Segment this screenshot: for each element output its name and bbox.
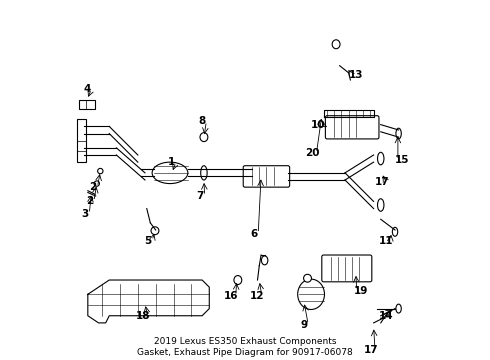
Ellipse shape [304,274,312,282]
Bar [79,100,95,109]
Ellipse shape [392,227,398,236]
Text: 13: 13 [348,69,363,80]
Ellipse shape [262,256,268,265]
Text: 8: 8 [198,116,206,126]
Ellipse shape [151,227,159,235]
Text: 2: 2 [86,197,93,206]
Text: 17: 17 [364,345,378,355]
Bar [77,119,86,162]
Ellipse shape [396,128,401,139]
Text: 15: 15 [395,156,410,165]
Ellipse shape [396,304,401,313]
Text: 16: 16 [224,291,239,301]
FancyBboxPatch shape [243,166,290,187]
Text: 19: 19 [354,286,368,296]
Ellipse shape [94,181,99,186]
Text: 2019 Lexus ES350 Exhaust Components
Gasket, Exhaust Pipe Diagram for 90917-06078: 2019 Lexus ES350 Exhaust Components Gask… [137,337,353,357]
Text: 18: 18 [136,311,150,321]
Text: 11: 11 [379,236,393,246]
Text: 9: 9 [300,320,308,330]
FancyBboxPatch shape [322,255,372,282]
Text: 17: 17 [374,177,389,187]
Ellipse shape [201,166,207,180]
Text: 2: 2 [90,182,97,192]
Text: 12: 12 [250,291,265,301]
Ellipse shape [332,40,340,49]
Text: 6: 6 [250,229,258,239]
Ellipse shape [234,275,242,284]
FancyBboxPatch shape [325,116,379,139]
Ellipse shape [377,152,384,165]
Text: 10: 10 [311,120,325,130]
Ellipse shape [298,279,324,310]
Text: 4: 4 [83,84,91,94]
Ellipse shape [98,168,103,174]
Text: 1: 1 [168,157,175,167]
Ellipse shape [377,199,384,211]
Ellipse shape [200,133,208,141]
Text: 5: 5 [144,236,151,246]
Text: 3: 3 [81,209,89,219]
Text: 20: 20 [305,148,319,158]
Ellipse shape [152,162,188,184]
Text: 7: 7 [196,191,204,201]
Text: 14: 14 [379,311,393,321]
